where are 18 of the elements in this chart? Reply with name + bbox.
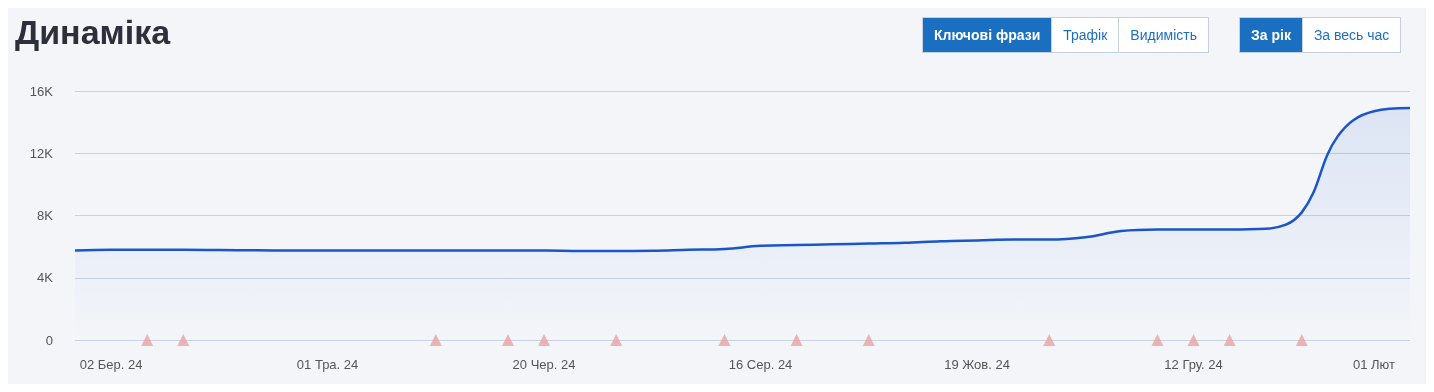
text: Ключові фрази — [923, 18, 1052, 52]
x-tick-label: 02 Бер. 24 — [79, 357, 143, 372]
x-tick-label: 12 Гру. 24 — [1164, 357, 1223, 372]
x-tick-label: 20 Чер. 24 — [512, 357, 576, 372]
text: Видимість — [1118, 18, 1208, 52]
x-tick-label: 19 Жов. 24 — [944, 357, 1010, 372]
text: За весь час — [1301, 18, 1401, 52]
y-tick-label: 8K — [37, 208, 54, 223]
y-tick-label: 0 — [45, 332, 53, 348]
text: Трафік — [1051, 18, 1119, 52]
y-tick-label: 16K — [29, 83, 54, 99]
y-tick-label: 4K — [37, 270, 54, 286]
y-tick-label: 12K — [29, 145, 54, 161]
x-tick-label: 01 Лют — [1352, 357, 1395, 372]
chart-title: Динаміка — [15, 13, 172, 51]
x-tick-label: 16 Сер. 24 — [728, 357, 793, 372]
x-tick-label: 01 Тра. 24 — [296, 357, 359, 372]
text: За рік — [1240, 18, 1302, 52]
